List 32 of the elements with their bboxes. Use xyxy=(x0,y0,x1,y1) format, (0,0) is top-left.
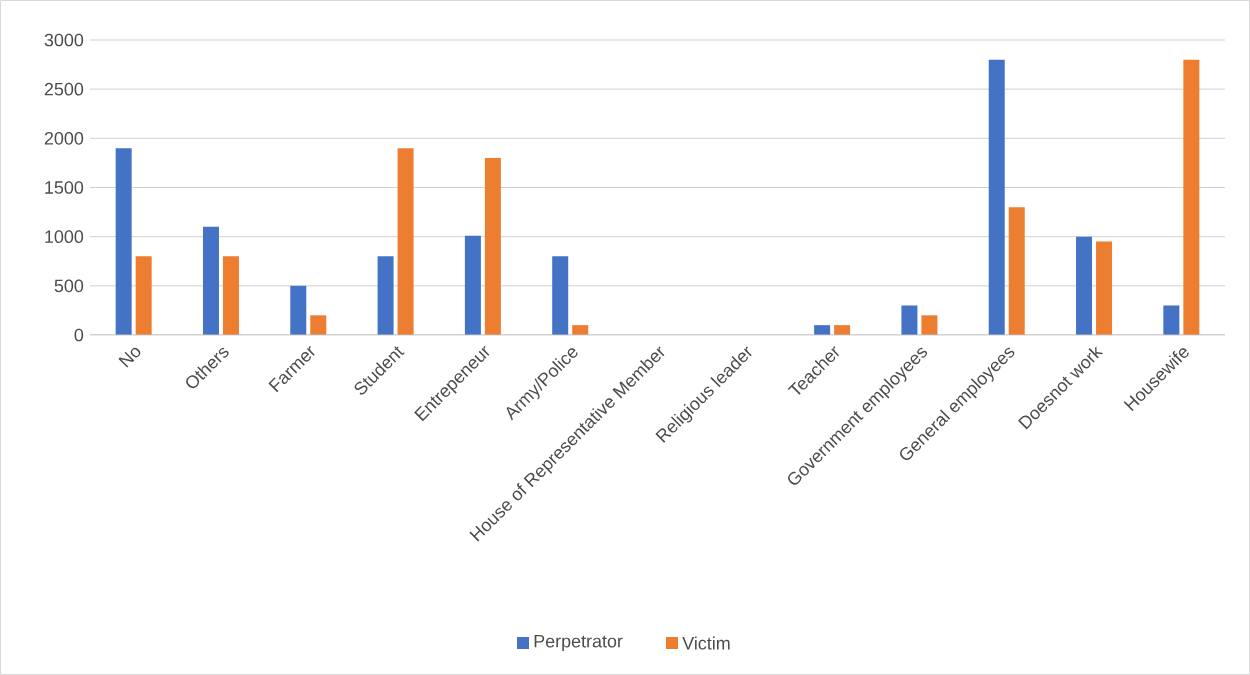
bar xyxy=(1008,207,1025,335)
y-tick-label: 1500 xyxy=(45,181,84,194)
bar xyxy=(1076,236,1093,335)
bar xyxy=(921,315,938,335)
bar xyxy=(572,325,589,335)
y-tick-label: 2500 xyxy=(44,82,84,96)
y-tick-label: 1000 xyxy=(45,230,84,243)
bar xyxy=(135,256,152,335)
x-tick-label: No xyxy=(118,347,141,368)
y-tick-label: 2000 xyxy=(44,131,84,145)
bar xyxy=(290,285,307,335)
bar xyxy=(901,305,918,335)
bar xyxy=(988,59,1005,335)
bar xyxy=(1163,305,1180,335)
bar xyxy=(464,235,481,335)
bar xyxy=(222,256,239,335)
bar xyxy=(484,157,501,335)
y-tick-label: 3000 xyxy=(44,33,84,47)
bar xyxy=(1183,59,1200,335)
bar xyxy=(814,325,831,335)
bar xyxy=(1096,241,1113,335)
bar xyxy=(834,325,851,335)
bar xyxy=(397,148,414,335)
bar xyxy=(115,148,132,335)
bar xyxy=(202,226,219,335)
bar xyxy=(552,256,569,335)
bar xyxy=(310,315,327,335)
bar xyxy=(377,256,394,335)
legend-label: Victim xyxy=(682,636,730,650)
y-tick-label: 500 xyxy=(54,279,84,293)
y-tick-label: 0 xyxy=(74,328,84,342)
legend-label: Perpetrator xyxy=(534,634,623,652)
